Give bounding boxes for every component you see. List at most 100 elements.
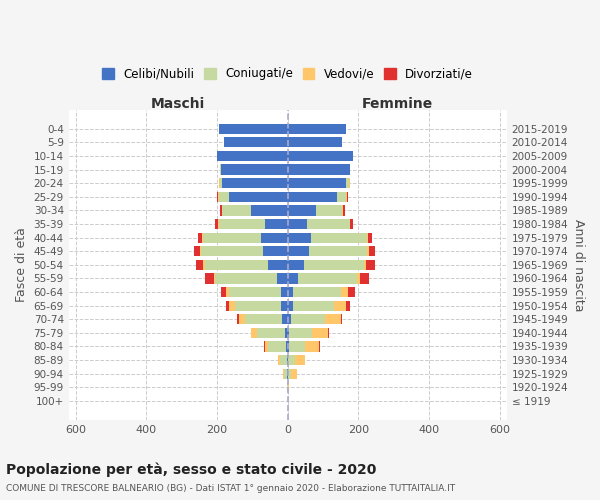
Bar	[287, 368, 289, 379]
Bar	[348, 287, 355, 297]
Bar	[217, 192, 218, 202]
Bar	[305, 342, 319, 351]
Bar	[283, 368, 284, 379]
Bar	[285, 328, 287, 338]
Bar	[264, 342, 265, 351]
Bar	[287, 300, 293, 311]
Bar	[251, 206, 287, 216]
Bar	[229, 300, 235, 311]
Bar	[346, 192, 347, 202]
Y-axis label: Anni di nascita: Anni di nascita	[572, 218, 585, 311]
Bar	[284, 368, 287, 379]
Bar	[287, 164, 350, 174]
Bar	[289, 368, 291, 379]
Bar	[219, 178, 220, 188]
Bar	[251, 328, 257, 338]
Bar	[219, 124, 287, 134]
Bar	[293, 287, 341, 297]
Bar	[200, 246, 201, 256]
Bar	[286, 342, 287, 351]
Bar	[205, 274, 214, 283]
Bar	[287, 382, 289, 392]
Bar	[278, 355, 280, 365]
Bar	[221, 287, 226, 297]
Bar	[364, 260, 367, 270]
Bar	[221, 164, 287, 174]
Bar	[328, 328, 329, 338]
Bar	[203, 232, 261, 242]
Bar	[220, 164, 221, 174]
Bar	[307, 219, 350, 229]
Bar	[343, 206, 345, 216]
Bar	[349, 178, 350, 188]
Bar	[334, 300, 346, 311]
Bar	[218, 219, 219, 229]
Bar	[220, 178, 223, 188]
Bar	[291, 368, 296, 379]
Bar	[287, 342, 289, 351]
Bar	[219, 219, 265, 229]
Bar	[215, 274, 277, 283]
Bar	[287, 246, 309, 256]
Bar	[287, 232, 311, 242]
Bar	[291, 314, 325, 324]
Bar	[287, 355, 289, 365]
Bar	[367, 260, 376, 270]
Bar	[287, 219, 307, 229]
Bar	[287, 178, 346, 188]
Bar	[214, 274, 215, 283]
Bar	[239, 314, 245, 324]
Bar	[313, 328, 328, 338]
Bar	[309, 246, 367, 256]
Bar	[287, 206, 316, 216]
Bar	[280, 355, 287, 365]
Bar	[346, 178, 349, 188]
Bar	[219, 192, 229, 202]
Bar	[325, 314, 341, 324]
Bar	[360, 274, 369, 283]
Bar	[277, 274, 287, 283]
Bar	[367, 232, 368, 242]
Bar	[265, 342, 268, 351]
Bar	[287, 124, 346, 134]
Bar	[293, 300, 334, 311]
Bar	[217, 151, 287, 161]
Bar	[350, 219, 353, 229]
Bar	[221, 206, 223, 216]
Bar	[235, 300, 281, 311]
Bar	[287, 274, 298, 283]
Bar	[287, 287, 293, 297]
Bar	[265, 219, 287, 229]
Bar	[289, 328, 313, 338]
Bar	[295, 355, 305, 365]
Bar	[202, 232, 203, 242]
Bar	[337, 192, 346, 202]
Bar	[229, 192, 287, 202]
Bar	[245, 314, 283, 324]
Bar	[346, 300, 350, 311]
Bar	[311, 232, 367, 242]
Bar	[257, 328, 285, 338]
Bar	[263, 246, 287, 256]
Bar	[226, 300, 229, 311]
Bar	[223, 178, 287, 188]
Bar	[287, 260, 304, 270]
Bar	[268, 342, 286, 351]
Bar	[203, 260, 205, 270]
Text: Femmine: Femmine	[362, 97, 433, 111]
Bar	[304, 260, 364, 270]
Bar	[347, 192, 348, 202]
Bar	[281, 300, 287, 311]
Bar	[316, 206, 343, 216]
Bar	[283, 314, 287, 324]
Bar	[287, 151, 353, 161]
Bar	[201, 246, 263, 256]
Bar	[367, 246, 369, 256]
Text: COMUNE DI TRESCORE BALNEARIO (BG) - Dati ISTAT 1° gennaio 2020 - Elaborazione TU: COMUNE DI TRESCORE BALNEARIO (BG) - Dati…	[6, 484, 455, 493]
Bar	[220, 206, 221, 216]
Bar	[341, 287, 348, 297]
Bar	[261, 232, 287, 242]
Bar	[369, 246, 376, 256]
Bar	[194, 246, 200, 256]
Bar	[224, 138, 287, 147]
